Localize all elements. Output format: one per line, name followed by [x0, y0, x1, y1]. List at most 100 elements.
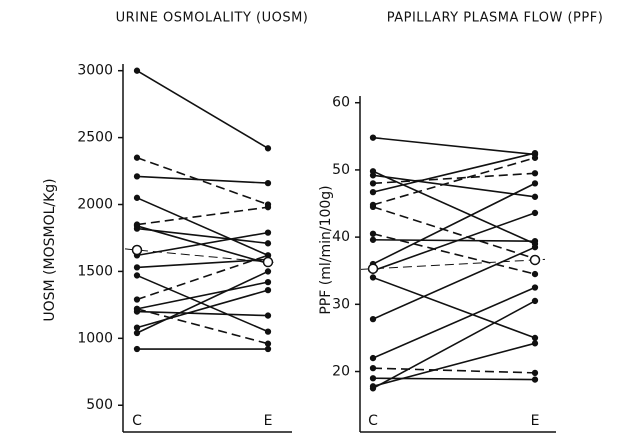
line — [372, 170, 536, 245]
mean-marker — [262, 256, 274, 268]
line — [372, 212, 536, 272]
point — [531, 284, 539, 291]
point — [531, 334, 539, 342]
point — [531, 154, 539, 161]
line — [372, 206, 536, 260]
point — [369, 375, 377, 382]
line — [372, 342, 536, 388]
point — [369, 180, 377, 187]
point — [531, 193, 539, 200]
line — [372, 246, 536, 320]
x-tick-label: E — [264, 413, 273, 429]
point — [264, 240, 272, 247]
mean-marker — [367, 263, 379, 274]
line — [372, 157, 536, 206]
point — [369, 274, 377, 281]
line — [136, 254, 269, 301]
line — [372, 152, 536, 193]
y-tick-label: 60 — [332, 95, 350, 111]
x-tick-label: E — [531, 413, 540, 429]
line — [136, 70, 269, 149]
line — [136, 289, 269, 329]
point — [264, 328, 272, 335]
point — [531, 270, 539, 278]
chart-title: URINE OSMOLALITY (UOSM) — [116, 11, 309, 26]
point — [133, 222, 141, 230]
line — [136, 175, 269, 184]
point — [531, 340, 539, 347]
point — [531, 180, 539, 187]
point — [133, 296, 141, 303]
point — [133, 329, 141, 337]
line — [372, 182, 536, 265]
point — [369, 188, 377, 196]
point — [133, 272, 141, 279]
x-tick-label: C — [368, 413, 378, 429]
y-tick-label: 2000 — [77, 197, 113, 213]
point — [133, 305, 141, 313]
line — [372, 286, 536, 359]
y-tick-label: 1500 — [77, 263, 113, 279]
point — [369, 315, 377, 323]
line — [136, 308, 269, 345]
point — [264, 229, 272, 236]
point — [369, 172, 377, 179]
point — [133, 324, 141, 331]
point — [264, 278, 272, 286]
line — [136, 156, 269, 206]
line — [136, 310, 269, 317]
line — [360, 258, 546, 270]
line — [136, 258, 269, 269]
point — [531, 170, 539, 177]
line — [136, 227, 269, 245]
point — [264, 179, 272, 187]
line — [372, 367, 536, 374]
point — [531, 244, 539, 251]
y-tick-label: 3000 — [77, 63, 113, 79]
y-tick-label: 2500 — [77, 130, 113, 146]
y-tick-label: 30 — [332, 296, 350, 312]
y-axis-label: UOSM (MOSMOL/Kg) — [42, 178, 58, 321]
point — [531, 209, 539, 217]
point — [264, 204, 272, 211]
point — [133, 264, 141, 271]
point — [264, 340, 272, 347]
point — [264, 268, 272, 275]
point — [369, 203, 377, 211]
point — [264, 145, 272, 152]
point — [531, 376, 539, 383]
point — [133, 67, 141, 74]
point — [369, 385, 377, 392]
line — [372, 300, 536, 390]
y-axis-label: PPF (ml/min/100g) — [318, 185, 334, 314]
line — [136, 270, 269, 334]
point — [133, 345, 141, 353]
line — [136, 281, 269, 310]
point — [264, 345, 272, 353]
mean-marker — [529, 254, 541, 266]
y-tick-label: 20 — [332, 364, 350, 380]
chart-title: PAPILLARY PLASMA FLOW (PPF) — [387, 11, 604, 26]
line — [372, 276, 536, 339]
line — [372, 136, 536, 156]
line — [136, 206, 269, 226]
point — [264, 287, 272, 294]
y-tick-label: 50 — [332, 162, 350, 178]
line — [372, 239, 536, 242]
y-tick-label: 1000 — [77, 330, 113, 346]
point — [369, 236, 377, 243]
mean-marker — [131, 244, 143, 256]
point — [369, 230, 377, 237]
line — [136, 274, 269, 333]
point — [369, 354, 377, 362]
y-tick-label: 40 — [332, 229, 350, 245]
line — [124, 248, 279, 264]
x-tick-label: C — [132, 413, 142, 429]
line — [372, 174, 536, 198]
point — [369, 365, 377, 372]
point — [369, 134, 377, 141]
point — [264, 312, 272, 319]
point — [531, 238, 539, 245]
point — [531, 297, 539, 305]
